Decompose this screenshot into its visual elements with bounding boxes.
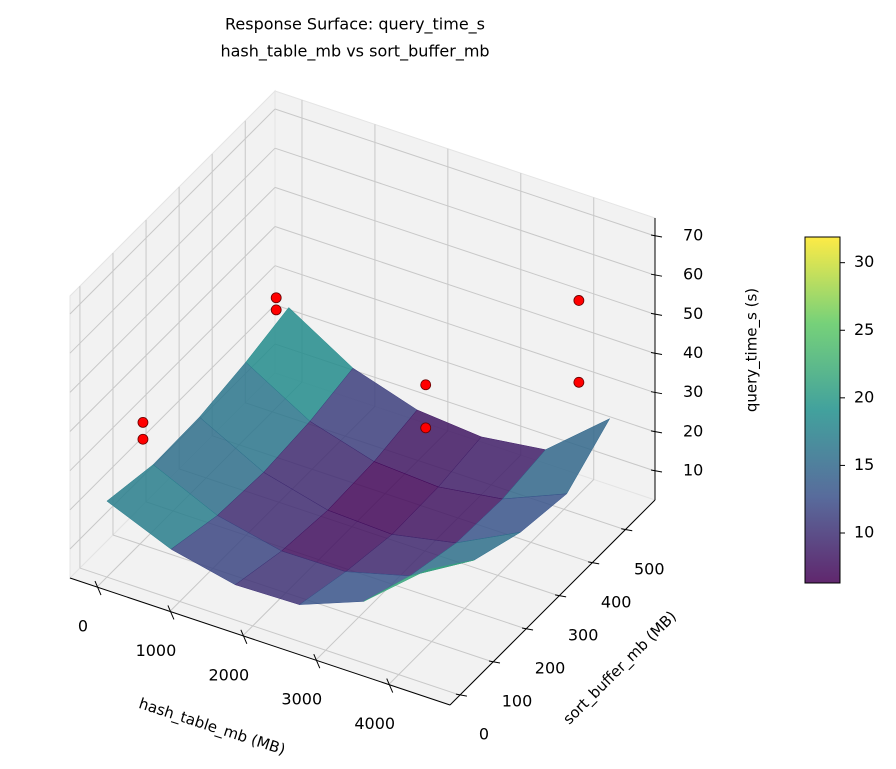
x-tick-label: 3000 xyxy=(281,690,322,709)
y-tick-label: 200 xyxy=(535,658,566,677)
y-tick-label: 500 xyxy=(634,559,665,578)
y-tick-label: 300 xyxy=(568,625,599,644)
scatter-point xyxy=(137,416,149,428)
scatter-point xyxy=(420,422,432,434)
z-tick xyxy=(650,352,663,356)
x-tick xyxy=(240,629,248,644)
scatter-point xyxy=(270,304,282,316)
y-tick xyxy=(555,594,567,598)
y-tick xyxy=(621,528,633,532)
scatter-point xyxy=(573,376,585,388)
y-tick-label: 0 xyxy=(479,725,489,744)
z-tick-label: 70 xyxy=(683,226,703,245)
z-axis-label: query_time_s (s) xyxy=(743,288,762,412)
x-axis-line xyxy=(69,577,451,706)
x-tick xyxy=(167,605,175,620)
grid-line xyxy=(274,226,656,354)
x-tick-label: 0 xyxy=(78,617,88,636)
x-tick xyxy=(386,678,394,693)
y-tick-label: 100 xyxy=(502,692,533,711)
z-tick xyxy=(650,391,663,395)
z-tick-label: 20 xyxy=(683,421,703,440)
z-tick xyxy=(650,312,663,316)
colorbar-tick-label: 30 xyxy=(854,252,874,271)
grid-line xyxy=(274,108,656,237)
colorbar-tick-label: 20 xyxy=(854,387,874,406)
colorbar-tick-label: 25 xyxy=(854,320,874,339)
colorbar xyxy=(804,236,841,584)
colorbar-tick-label: 10 xyxy=(854,522,874,541)
y-tick xyxy=(455,693,468,697)
grid-line xyxy=(69,186,276,393)
y-tick xyxy=(488,660,501,664)
chart-title: Response Surface: query_time_s xyxy=(225,15,485,35)
y-axis-line xyxy=(449,499,656,706)
grid-line xyxy=(388,479,595,685)
grid-line xyxy=(69,265,276,472)
x-tick xyxy=(94,580,102,596)
colorbar-tick-label: 15 xyxy=(854,455,874,474)
grid-line xyxy=(69,226,276,432)
scatter-point xyxy=(270,292,282,304)
z-tick-label: 60 xyxy=(683,265,703,284)
x-axis-label: hash_table_mb (MB) xyxy=(136,694,287,759)
x-tick-label: 1000 xyxy=(136,641,177,660)
grid-line xyxy=(69,304,276,511)
z-tick-label: 10 xyxy=(683,461,703,480)
scatter-point xyxy=(573,295,585,306)
y-tick xyxy=(521,627,534,631)
z-tick-label: 30 xyxy=(683,382,703,401)
x-tick-label: 2000 xyxy=(209,665,250,684)
y-tick-label: 400 xyxy=(601,592,632,611)
z-tick-label: 40 xyxy=(683,343,703,362)
chart-subtitle: hash_table_mb vs sort_buffer_mb xyxy=(220,42,489,62)
z-tick xyxy=(650,469,663,473)
y-tick xyxy=(588,561,600,565)
grid-line xyxy=(274,186,656,315)
x-tick-label: 4000 xyxy=(354,714,395,733)
z-tick xyxy=(650,430,663,434)
grid-line xyxy=(274,265,656,394)
x-tick xyxy=(313,653,321,669)
grid-line xyxy=(79,567,461,696)
surface-patch xyxy=(363,559,475,602)
z-tick-label: 50 xyxy=(683,304,703,323)
scatter-point xyxy=(137,433,149,445)
grid-line xyxy=(274,304,656,433)
grid-line xyxy=(274,147,656,276)
scatter-point xyxy=(420,379,432,391)
z-tick xyxy=(650,234,663,238)
z-tick xyxy=(650,273,663,277)
grid-line xyxy=(69,147,276,354)
grid-line xyxy=(69,108,276,315)
